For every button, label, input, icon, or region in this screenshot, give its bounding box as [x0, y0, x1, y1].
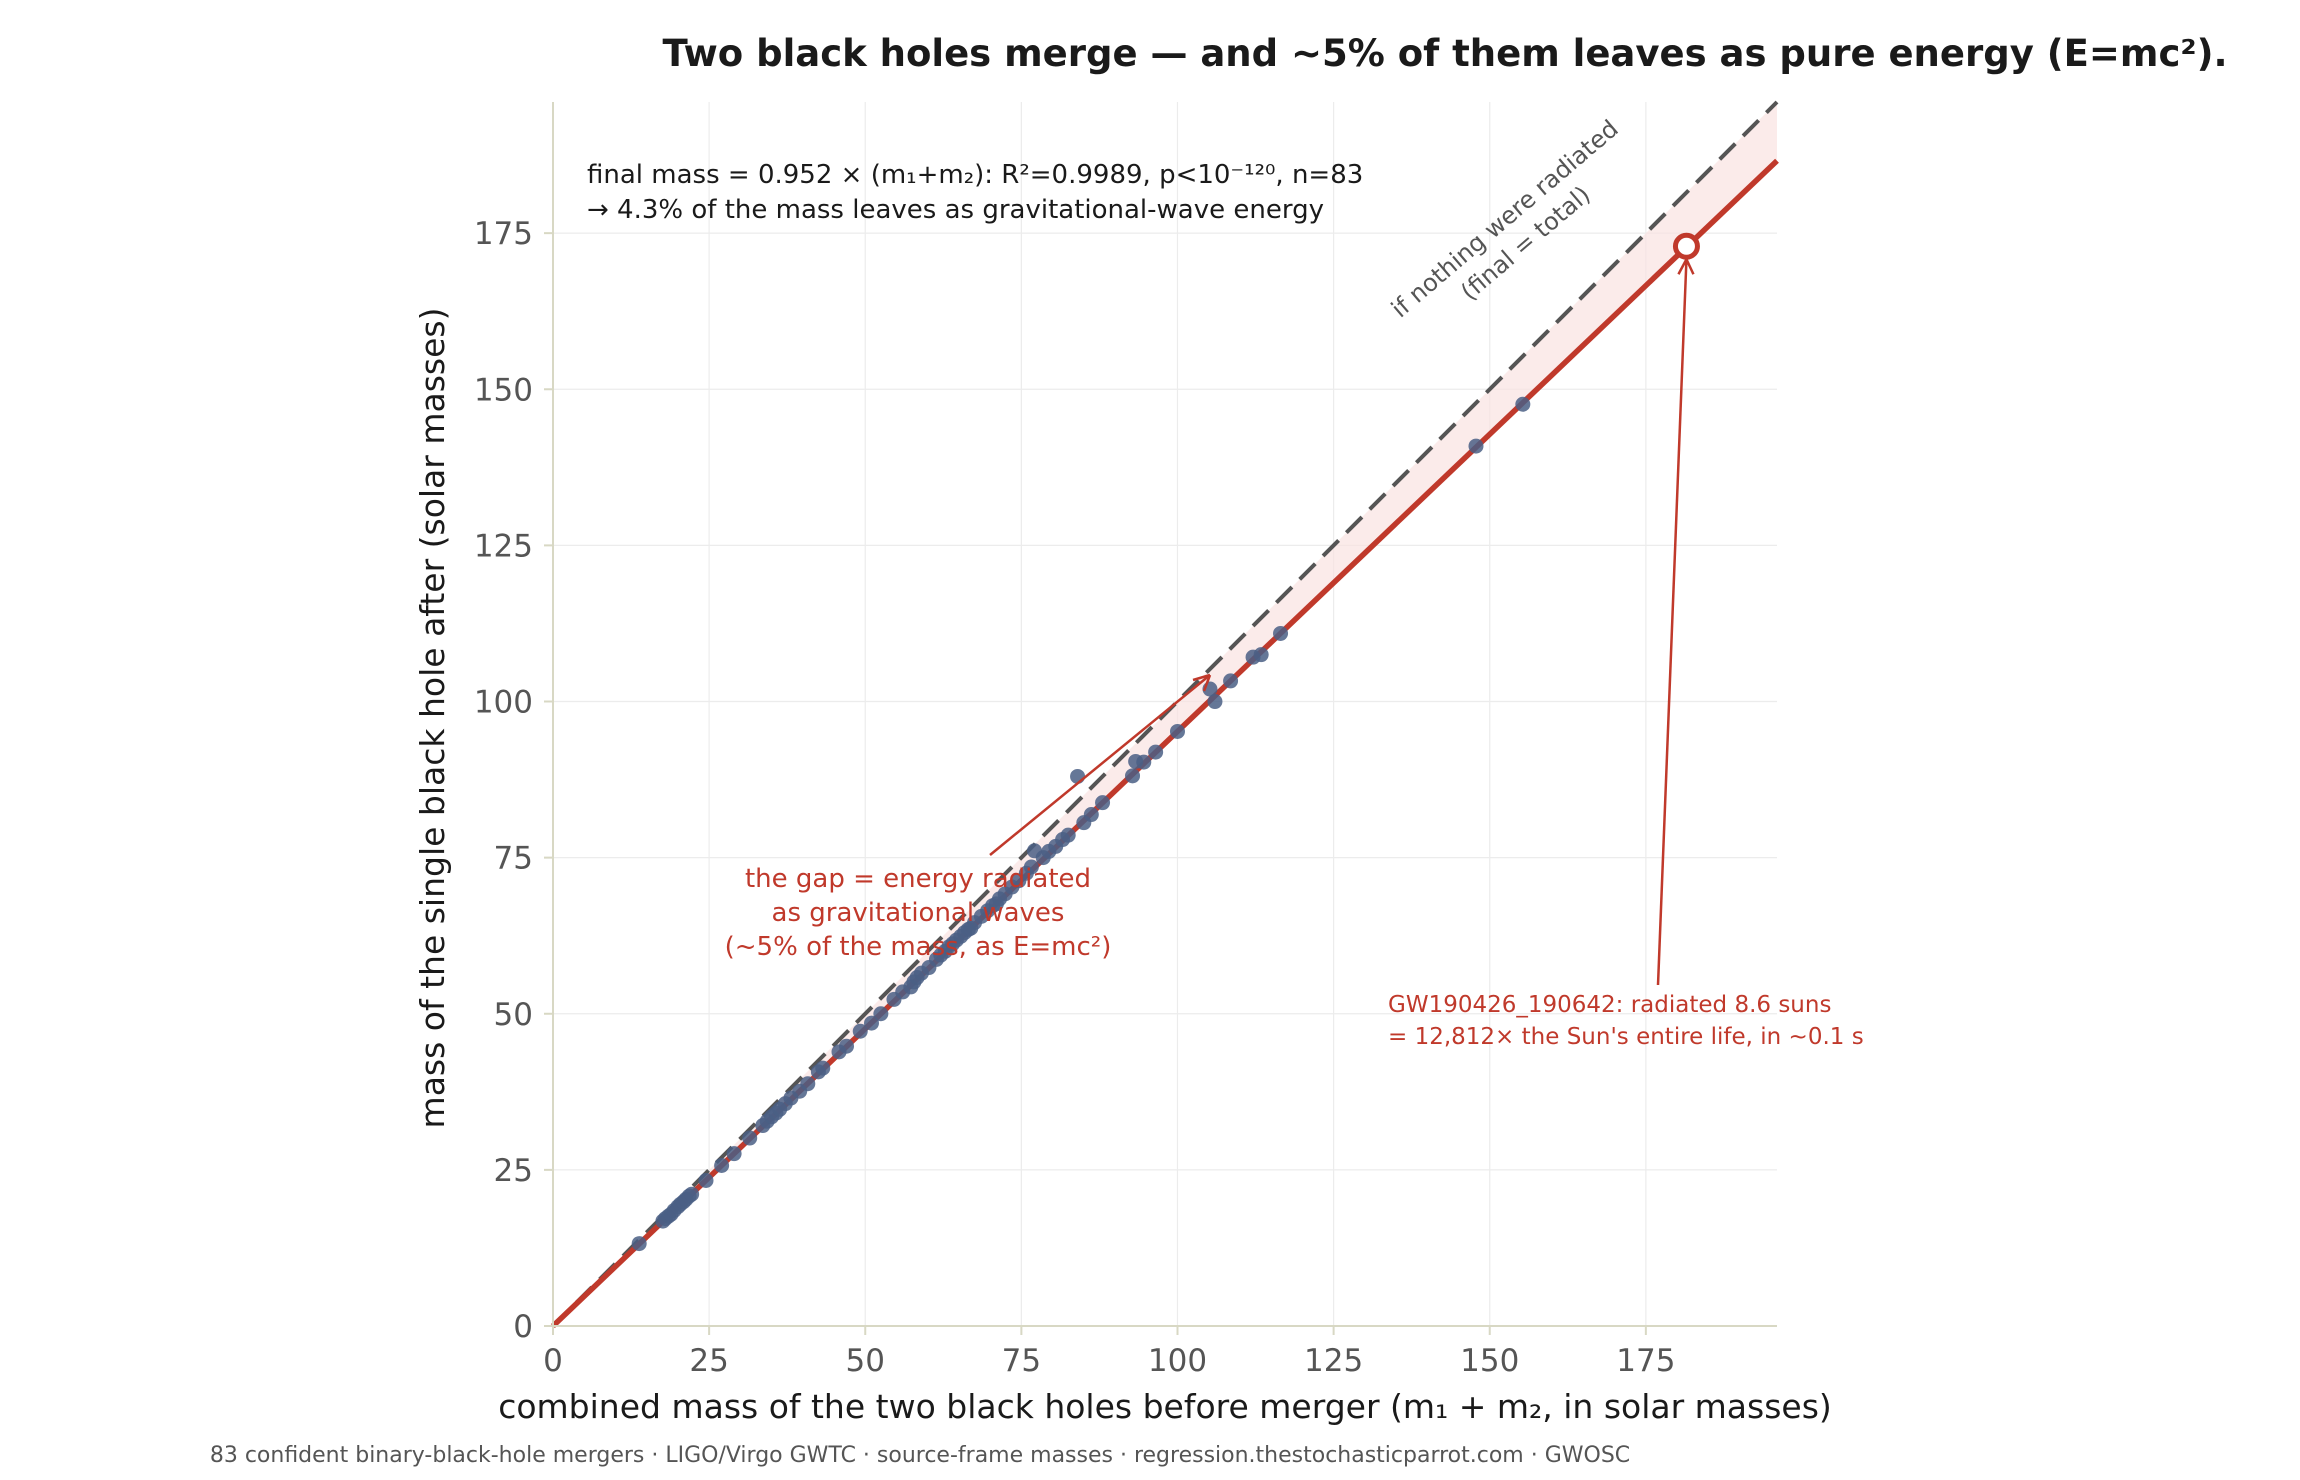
gap-label-line-2: as gravitational waves: [772, 898, 1065, 928]
data-point: [1125, 768, 1141, 784]
gap-label-line-1: the gap = energy radiated: [745, 864, 1091, 894]
y-tick-label: 25: [494, 1153, 533, 1189]
gap-label-line-3: (~5% of the mass, as E=mc²): [725, 932, 1112, 962]
data-point: [800, 1076, 816, 1092]
data-points: [631, 396, 1531, 1252]
data-point: [1095, 795, 1111, 811]
highlight-label-line-1: GW190426_190642: radiated 8.6 suns: [1388, 992, 1831, 1018]
highlight-arrow-head: [1677, 258, 1695, 275]
y-ticks: 0 25 50 75 100 125 150 175: [474, 216, 553, 1345]
data-point: [852, 1023, 868, 1039]
y-tick-label: 0: [513, 1309, 533, 1345]
x-tick-label: 125: [1304, 1343, 1363, 1379]
plot-area: 0 25 50 75 100 125 150 175 0 25 50 75 100 125 150 175 …: [474, 100, 1864, 1379]
y-tick-label: 125: [474, 528, 533, 564]
x-tick-label: 150: [1460, 1343, 1519, 1379]
identity-line: [551, 100, 1779, 1328]
data-point: [921, 960, 937, 976]
grid: [553, 102, 1777, 1326]
highlight-point: [1672, 232, 1700, 260]
data-point: [863, 1015, 879, 1031]
data-point: [873, 1006, 889, 1022]
data-point: [726, 1146, 742, 1162]
data-point: [1207, 694, 1223, 710]
y-tick-label: 175: [474, 216, 533, 252]
stats-line-2: → 4.3% of the mass leaves as gravitation…: [587, 195, 1324, 225]
x-axis-label: combined mass of the two black holes bef…: [498, 1387, 1832, 1426]
y-tick-label: 100: [474, 685, 533, 721]
data-point: [1169, 723, 1185, 739]
data-point: [839, 1038, 855, 1054]
data-point: [1083, 807, 1099, 823]
y-tick-label: 50: [494, 997, 533, 1033]
x-tick-label: 25: [689, 1343, 728, 1379]
x-tick-label: 175: [1616, 1343, 1675, 1379]
highlight-label-line-2: = 12,812× the Sun's entire life, in ~0.1…: [1388, 1024, 1864, 1050]
footer-text: 83 confident binary-black-hole mergers ·…: [210, 1443, 1630, 1468]
axes: 0 25 50 75 100 125 150 175 0 25 50 75 100 125 150 175: [474, 102, 1777, 1379]
x-ticks: 0 25 50 75 100 125 150 175: [543, 1326, 1675, 1379]
data-point: [684, 1186, 700, 1202]
data-point: [1060, 827, 1076, 843]
data-point: [1273, 625, 1289, 641]
data-point: [988, 896, 1004, 912]
data-point: [1223, 673, 1239, 689]
x-tick-label: 75: [1002, 1343, 1041, 1379]
gap-arrow-head: [1192, 673, 1212, 692]
x-tick-label: 50: [846, 1343, 885, 1379]
chart-title: Two black holes merge — and ~5% of them …: [662, 32, 2227, 75]
y-tick-label: 150: [474, 372, 533, 408]
highlight-arrow-shaft: [1656, 259, 1688, 986]
data-point: [1468, 438, 1484, 454]
data-point: [1136, 754, 1152, 770]
data-point: [698, 1172, 714, 1188]
gap-arrow-shaft: [989, 674, 1211, 856]
y-tick-label: 75: [494, 841, 533, 877]
x-tick-label: 0: [543, 1343, 563, 1379]
data-point: [742, 1130, 758, 1146]
data-point: [1023, 859, 1039, 875]
data-point: [815, 1060, 831, 1076]
y-axis-label: mass of the single black hole after (sol…: [413, 308, 452, 1129]
fit-line: [551, 158, 1779, 1328]
x-tick-label: 100: [1148, 1343, 1207, 1379]
data-point: [963, 920, 979, 936]
stats-line-1: final mass = 0.952 × (m₁+m₂): R²=0.9989,…: [587, 160, 1363, 190]
data-point: [1515, 396, 1531, 412]
data-point: [631, 1236, 647, 1252]
data-point: [1253, 647, 1269, 663]
data-point: [714, 1158, 730, 1174]
data-point: [1148, 744, 1164, 760]
data-point: [1070, 768, 1086, 784]
